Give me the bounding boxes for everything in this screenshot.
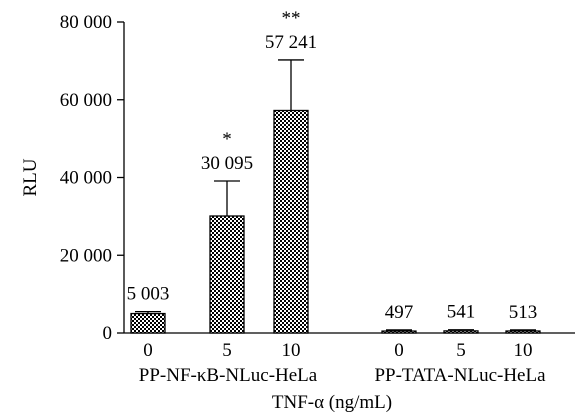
y-axis-label: RLU xyxy=(20,158,41,196)
y-tick-label: 20 000 xyxy=(60,245,112,266)
y-tick-label: 0 xyxy=(103,323,113,344)
x-tick-label: 0 xyxy=(143,340,153,361)
y-tick-label: 40 000 xyxy=(60,168,112,189)
bar xyxy=(130,312,166,334)
group-label: PP-TATA-NLuc-HeLa xyxy=(374,365,546,386)
group-label: PP-NF-κB-NLuc-HeLa xyxy=(139,365,318,386)
axes: 0 20 000 40 000 60 000 80 000 RLU xyxy=(20,12,575,344)
data-label: 497 xyxy=(385,302,414,323)
x-tick-label: 10 xyxy=(282,340,301,361)
x-axis-label: TNF-α (ng/mL) xyxy=(272,392,392,413)
x-tick-label: 5 xyxy=(456,340,466,361)
x-tick-label: 0 xyxy=(394,340,404,361)
data-label: 57 241 xyxy=(265,32,317,53)
data-label: 5 003 xyxy=(127,284,170,305)
bar xyxy=(443,330,479,334)
bar xyxy=(505,330,541,334)
data-label: 513 xyxy=(509,302,538,323)
x-tick-label: 10 xyxy=(514,340,533,361)
y-tick-label: 60 000 xyxy=(60,90,112,111)
bar xyxy=(273,109,309,334)
bar xyxy=(209,215,245,334)
significance-marker: * xyxy=(222,129,232,150)
y-tick-label: 80 000 xyxy=(60,12,112,33)
significance-marker: ** xyxy=(282,8,301,29)
bar xyxy=(381,330,417,334)
labels: 5 003 0 30 095 * 5 57 241 ** 10 PP-NF-κB-NLuc-He… xyxy=(127,8,546,413)
data-label: 30 095 xyxy=(201,153,253,174)
bars xyxy=(130,59,541,334)
data-label: 541 xyxy=(447,302,476,323)
x-tick-label: 5 xyxy=(222,340,232,361)
